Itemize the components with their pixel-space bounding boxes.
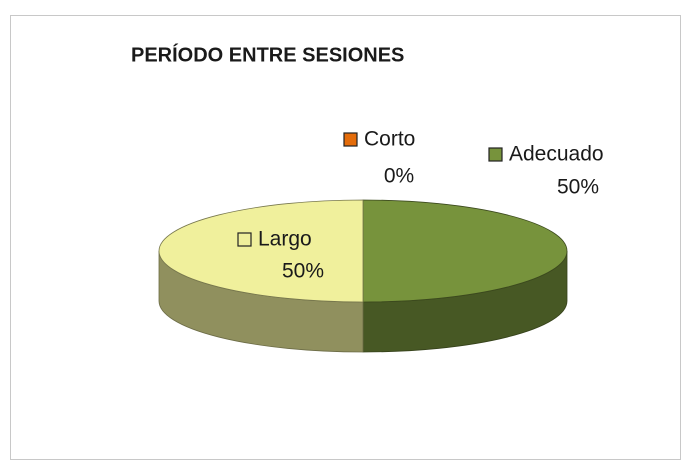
legend-swatch <box>343 132 358 147</box>
category-label: Adecuado <box>509 143 604 166</box>
slice <box>158 199 364 303</box>
category-label: Corto <box>364 128 415 151</box>
value-label: 50% <box>282 260 324 283</box>
legend-swatch <box>237 232 252 247</box>
category-label: Largo <box>258 228 312 251</box>
value-label: 0% <box>384 165 414 188</box>
slice <box>362 199 568 303</box>
value-label: 50% <box>557 176 599 199</box>
chart-title: PERÍODO ENTRE SESIONES <box>131 43 404 66</box>
legend-swatch <box>488 147 503 162</box>
